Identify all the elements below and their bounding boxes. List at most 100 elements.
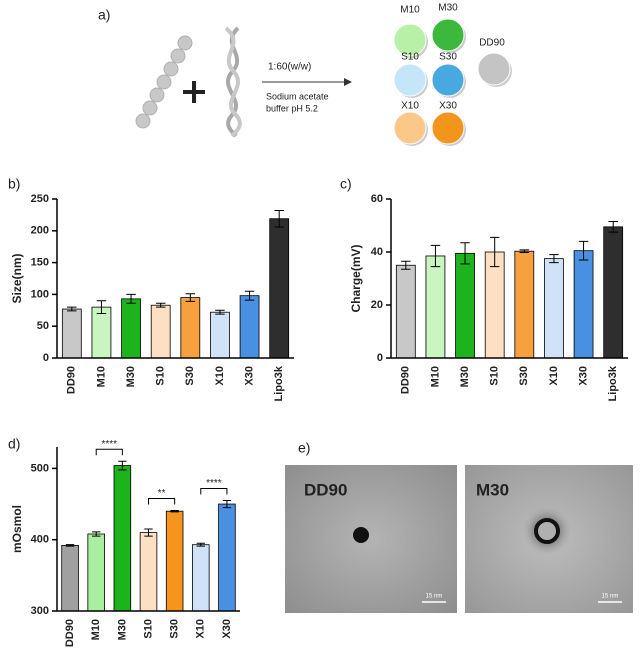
x-tick-label: Lipo3k — [607, 365, 619, 401]
error-bar — [185, 293, 196, 302]
x-tick-label: X30 — [243, 366, 255, 386]
arrow — [262, 78, 352, 86]
buffer-label: Sodium acetate — [266, 91, 329, 101]
sample-dot — [431, 111, 465, 145]
buffer-label: buffer pH 5.2 — [266, 103, 318, 113]
significance-bracket — [148, 497, 176, 505]
sample-label: M10 — [400, 5, 420, 16]
bar — [455, 252, 475, 359]
bar — [139, 532, 158, 612]
significance-bracket — [200, 487, 228, 495]
sample-label: X10 — [401, 101, 419, 112]
bar — [603, 226, 624, 359]
y-axis-label: Size(nm) — [10, 253, 24, 303]
x-tick-label: X10 — [214, 366, 226, 386]
error-bar — [519, 249, 530, 254]
significance-label: ** — [158, 488, 166, 499]
tem-image — [285, 465, 457, 613]
x-tick-label: DD90 — [64, 619, 76, 647]
error-bar — [430, 244, 441, 268]
y-tick-label: 400 — [31, 534, 49, 546]
plus-sign — [183, 81, 205, 103]
sample-dot — [477, 52, 511, 86]
y-tick-label: 50 — [37, 320, 49, 332]
panel-label: b) — [8, 176, 20, 192]
sample-dot — [431, 18, 465, 52]
error-bar — [244, 290, 255, 301]
significance-label: **** — [101, 439, 117, 450]
x-tick-label: S30 — [184, 366, 196, 386]
sample-label: X30 — [439, 101, 457, 112]
error-bar — [489, 236, 500, 268]
polymer-beads — [135, 35, 193, 129]
x-tick-label: DD90 — [400, 366, 412, 394]
error-bar — [126, 293, 136, 304]
x-tick-label: S10 — [155, 366, 167, 386]
y-tick-label: 0 — [377, 352, 383, 364]
bar — [121, 298, 141, 359]
x-tick-label: Lipo3k — [273, 365, 285, 401]
x-tick-label: X30 — [221, 619, 233, 639]
particle — [353, 527, 369, 543]
bar — [573, 250, 594, 359]
scale-label: 15 nm — [426, 594, 443, 600]
bar — [192, 544, 210, 612]
panel-label: c) — [340, 176, 352, 192]
x-tick-label: M10 — [429, 366, 441, 387]
error-bar — [67, 306, 77, 312]
panel-label: d) — [8, 436, 20, 452]
ratio-label: 1:60(w/w) — [268, 62, 311, 73]
x-tick-label: S10 — [142, 619, 154, 639]
bar — [87, 533, 105, 612]
y-tick-label: 300 — [31, 605, 49, 617]
y-axis-label: Charge(mV) — [349, 244, 363, 312]
y-axis-label: mOsmol — [10, 505, 24, 553]
x-tick-label: S30 — [169, 619, 181, 639]
error-bar — [118, 460, 127, 471]
x-tick-label: M30 — [116, 619, 128, 640]
error-bar — [578, 240, 589, 261]
significance-label: **** — [206, 478, 222, 489]
bar — [180, 297, 201, 359]
sample-label: S10 — [401, 52, 419, 63]
bar — [425, 255, 446, 359]
sample-dot — [393, 23, 427, 57]
error-bar — [401, 260, 411, 270]
bar — [544, 258, 564, 359]
image-title: DD90 — [304, 480, 347, 499]
x-tick-label: S10 — [489, 366, 501, 386]
sample-label: M30 — [438, 3, 458, 14]
error-bar — [215, 309, 225, 315]
y-tick-label: 60 — [371, 193, 383, 205]
scale-label: 15 nm — [602, 594, 619, 600]
error-bar — [274, 209, 284, 228]
dna-helix — [224, 26, 242, 138]
error-bar — [96, 300, 107, 314]
y-tick-label: 100 — [31, 288, 49, 300]
error-bar — [196, 542, 205, 547]
sample-dot — [393, 111, 427, 145]
bar — [91, 306, 112, 359]
bar — [210, 311, 230, 359]
error-bar — [92, 531, 101, 537]
x-tick-label: M10 — [95, 366, 107, 387]
particle — [534, 518, 560, 544]
bar — [514, 250, 535, 359]
image-title: M30 — [476, 480, 509, 499]
bar — [165, 510, 184, 612]
sample-dot — [431, 63, 465, 97]
x-tick-label: M30 — [125, 366, 137, 387]
bar — [269, 218, 290, 359]
bar — [61, 308, 82, 359]
bar — [395, 264, 416, 359]
sample-label: S30 — [439, 52, 457, 63]
x-tick-label: M30 — [459, 366, 471, 387]
error-bar — [144, 528, 153, 537]
sample-dot — [393, 63, 427, 97]
error-bar — [65, 544, 75, 547]
error-bar — [222, 499, 232, 509]
y-tick-label: 250 — [31, 193, 49, 205]
bar — [218, 503, 236, 612]
y-tick-label: 150 — [31, 257, 49, 269]
x-tick-label: X10 — [195, 619, 207, 639]
